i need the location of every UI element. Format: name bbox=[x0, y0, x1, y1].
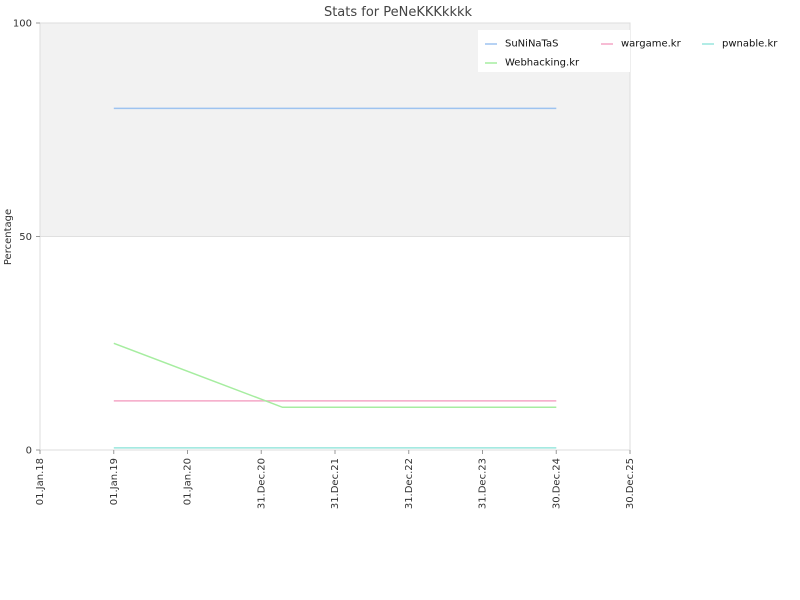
legend-label: SuNiNaTaS bbox=[505, 39, 558, 50]
series-line-webhacking-kr bbox=[113, 342, 557, 409]
legend-label: Webhacking.kr bbox=[505, 58, 580, 69]
x-tick-label: 01.Jan.20 bbox=[183, 458, 194, 505]
y-tick-label: 0 bbox=[26, 446, 32, 457]
series-lines bbox=[113, 107, 557, 449]
y-axis-label: Percentage bbox=[3, 209, 14, 265]
x-tick-label: 31.Dec.23 bbox=[478, 458, 489, 509]
x-tick-label: 31.Dec.22 bbox=[404, 458, 415, 509]
y-tick-label: 50 bbox=[19, 232, 32, 243]
legend-label: pwnable.kr bbox=[722, 39, 778, 50]
chart-title: Stats for PeNeKKKkkkk bbox=[324, 5, 473, 20]
x-tick-label: 31.Dec.21 bbox=[330, 458, 341, 509]
y-axis-ticks: 0 50 100 bbox=[13, 19, 40, 457]
x-tick-label: 31.Dec.20 bbox=[256, 458, 267, 509]
x-tick-label: 01.Jan.18 bbox=[35, 458, 46, 505]
legend: SuNiNaTaS wargame.kr pwnable.kr Webhacking.… bbox=[478, 30, 778, 72]
legend-label: wargame.kr bbox=[621, 39, 682, 50]
x-tick-label: 30.Dec.25 bbox=[625, 458, 636, 509]
legend-box bbox=[478, 30, 630, 72]
y-tick-label: 100 bbox=[13, 19, 32, 30]
x-tick-label: 30.Dec.24 bbox=[551, 458, 562, 509]
x-tick-label: 01.Jan.19 bbox=[109, 458, 120, 505]
x-axis-ticks: 01.Jan.18 01.Jan.19 01.Jan.20 31.Dec.20 31.D… bbox=[35, 450, 636, 509]
